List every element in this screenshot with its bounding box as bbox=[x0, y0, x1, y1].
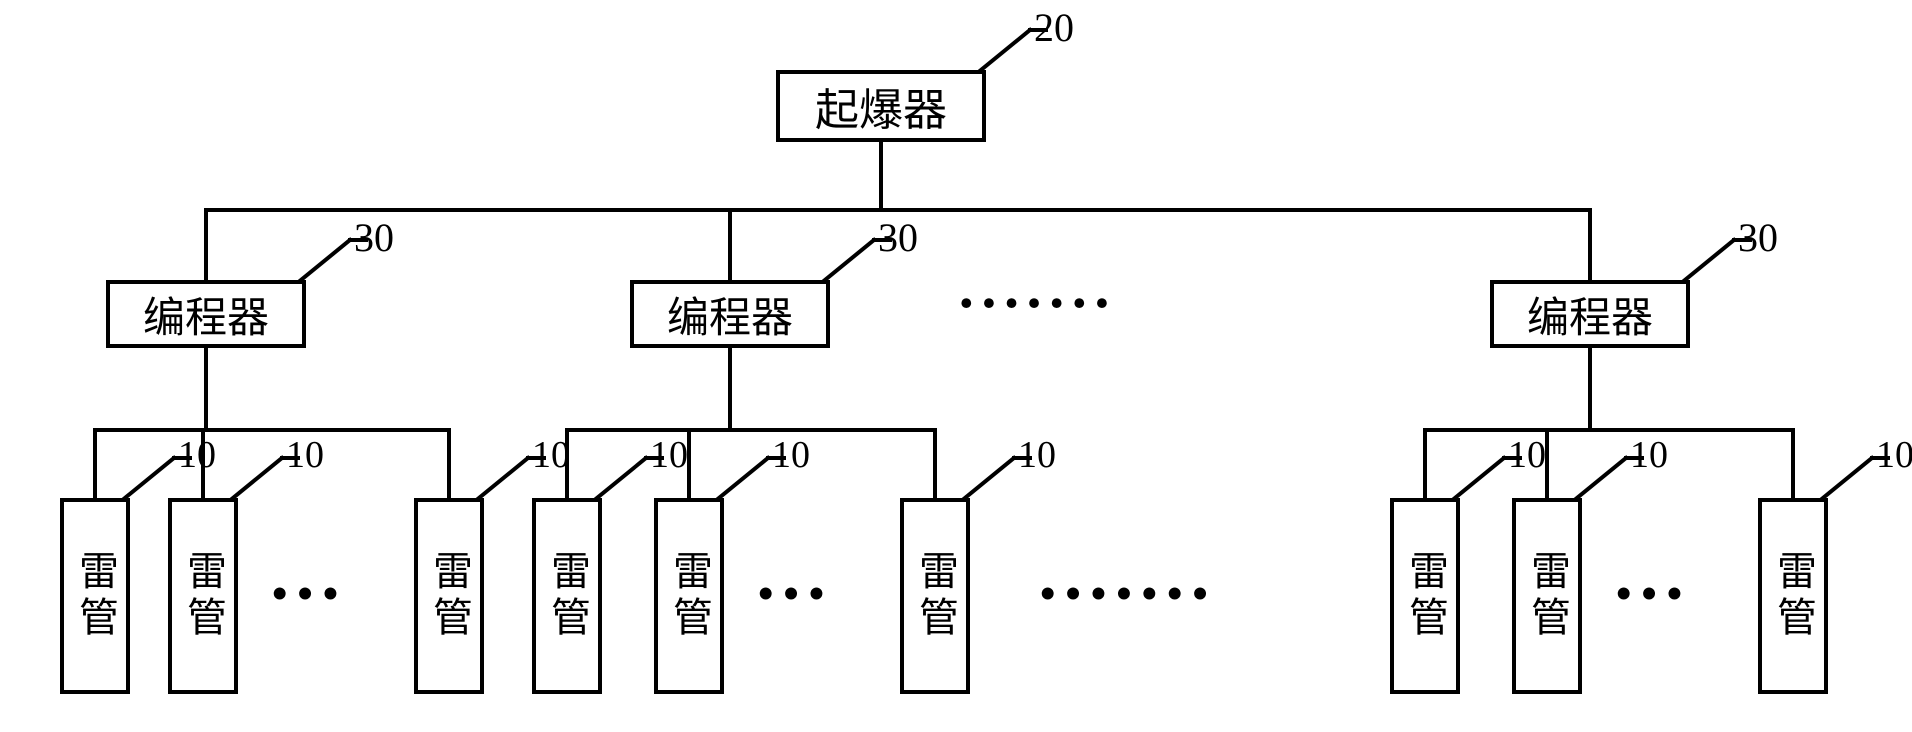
cap-node-5-ref: 10 bbox=[1018, 433, 1056, 477]
ellipsis-1: ••• bbox=[272, 568, 348, 619]
programmer-node-2-label: 编程器 bbox=[1527, 284, 1653, 345]
ellipsis-2: ••• bbox=[758, 568, 834, 619]
programmer-node-0-ref: 30 bbox=[354, 214, 394, 261]
cap-node-2-label: 雷管 bbox=[420, 550, 478, 642]
cap-node-0: 雷管 bbox=[60, 498, 130, 694]
cap-node-1-label: 雷管 bbox=[174, 550, 232, 642]
programmer-node-2: 编程器 bbox=[1490, 280, 1690, 348]
cap-node-2: 雷管 bbox=[414, 498, 484, 694]
cap-node-5-label: 雷管 bbox=[906, 550, 964, 642]
cap-node-1-ref: 10 bbox=[286, 433, 324, 477]
tree-diagram: 起爆器 20 编程器 30 编程器 30 编程器 30 雷管 10 雷管 10 雷管 10 雷管 10 雷管 10… bbox=[0, 0, 1912, 732]
cap-node-3-ref: 10 bbox=[650, 433, 688, 477]
programmer-node-1-ref: 30 bbox=[878, 214, 918, 261]
programmer-node-1-label: 编程器 bbox=[667, 284, 793, 345]
cap-node-7: 雷管 bbox=[1512, 498, 1582, 694]
cap-node-0-label: 雷管 bbox=[66, 550, 124, 642]
cap-node-7-label: 雷管 bbox=[1518, 550, 1576, 642]
cap-node-6-ref: 10 bbox=[1508, 433, 1546, 477]
cap-node-0-ref: 10 bbox=[178, 433, 216, 477]
root-node-ref: 20 bbox=[1034, 4, 1074, 51]
cap-node-3: 雷管 bbox=[532, 498, 602, 694]
root-node-label: 起爆器 bbox=[815, 74, 947, 138]
cap-node-6-label: 雷管 bbox=[1396, 550, 1454, 642]
cap-node-6: 雷管 bbox=[1390, 498, 1460, 694]
ellipsis-4: ••• bbox=[1616, 568, 1692, 619]
cap-node-7-ref: 10 bbox=[1630, 433, 1668, 477]
cap-node-3-label: 雷管 bbox=[538, 550, 596, 642]
cap-node-8-ref: 10 bbox=[1876, 433, 1912, 477]
programmer-node-1: 编程器 bbox=[630, 280, 830, 348]
cap-node-4-ref: 10 bbox=[772, 433, 810, 477]
ellipsis-0: ••••••• bbox=[960, 282, 1118, 324]
programmer-node-0: 编程器 bbox=[106, 280, 306, 348]
ellipsis-3: ••••••• bbox=[1040, 568, 1218, 619]
programmer-node-2-ref: 30 bbox=[1738, 214, 1778, 261]
root-node: 起爆器 bbox=[776, 70, 986, 142]
cap-node-8-label: 雷管 bbox=[1764, 550, 1822, 642]
cap-node-4: 雷管 bbox=[654, 498, 724, 694]
cap-node-5: 雷管 bbox=[900, 498, 970, 694]
programmer-node-0-label: 编程器 bbox=[143, 284, 269, 345]
cap-node-1: 雷管 bbox=[168, 498, 238, 694]
cap-node-2-ref: 10 bbox=[532, 433, 570, 477]
cap-node-4-label: 雷管 bbox=[660, 550, 718, 642]
cap-node-8: 雷管 bbox=[1758, 498, 1828, 694]
